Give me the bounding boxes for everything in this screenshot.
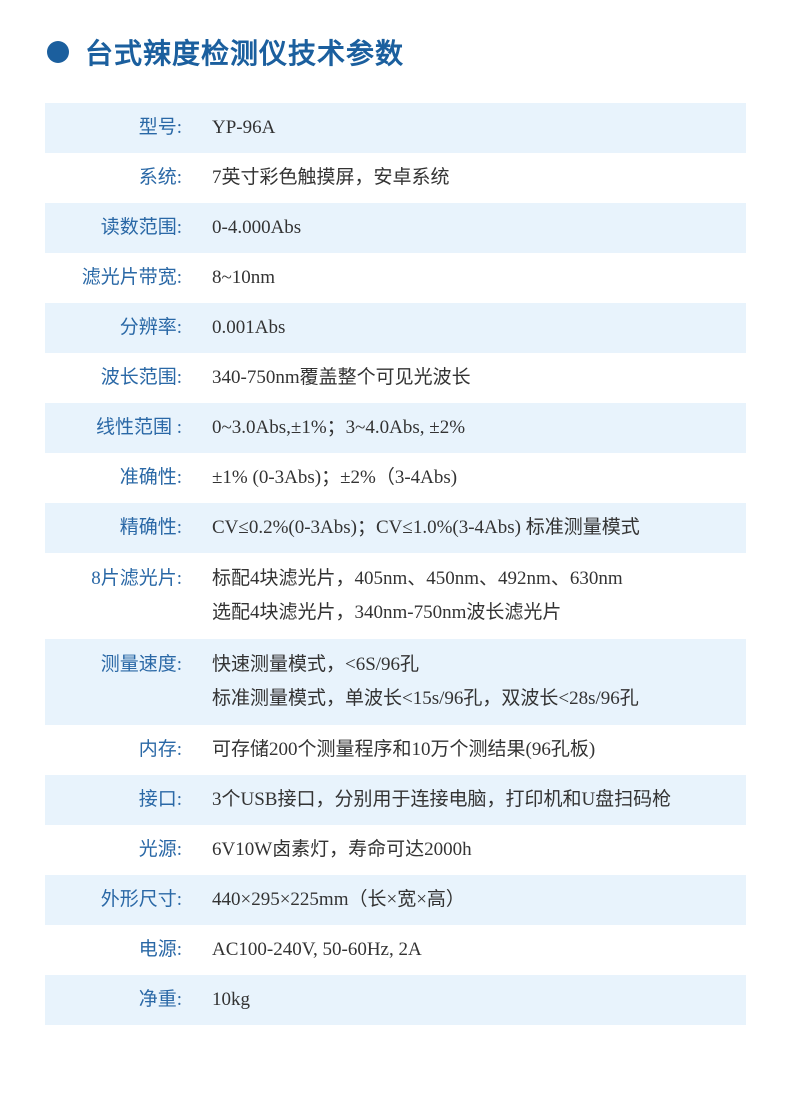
spec-label: 光源: <box>138 839 182 860</box>
spec-row: 精确性: CV≤0.2%(0-3Abs)；CV≤1.0%(3-4Abs) 标准测量… <box>45 503 746 553</box>
spec-value: 6V10W卤素灯，寿命可达2000h <box>212 833 472 867</box>
spec-value-line: 快速测量模式，<6S/96孔 <box>212 654 420 675</box>
spec-label: 滤光片带宽: <box>81 267 182 288</box>
spec-value: 440×295×225mm（长×宽×高） <box>212 883 465 917</box>
spec-row: 光源: 6V10W卤素灯，寿命可达2000h <box>45 825 746 875</box>
spec-value-line: CV≤0.2%(0-3Abs)；CV≤1.0%(3-4Abs) 标准测量模式 <box>212 517 640 538</box>
spec-row: 读数范围: 0-4.000Abs <box>45 203 746 253</box>
spec-value: YP-96A <box>212 111 275 145</box>
spec-value: 3个USB接口，分别用于连接电脑，打印机和U盘扫码枪 <box>212 783 671 817</box>
spec-label: 电源: <box>138 939 182 960</box>
spec-label: 型号: <box>138 117 182 138</box>
spec-value: 0-4.000Abs <box>212 211 301 245</box>
spec-label: 8片滤光片: <box>91 568 182 589</box>
spec-value-line: 3个USB接口，分别用于连接电脑，打印机和U盘扫码枪 <box>212 789 672 810</box>
spec-row: 内存: 可存储200个测量程序和10万个测结果(96孔板) <box>45 725 746 775</box>
spec-value: 标配4块滤光片，405nm、450nm、492nm、630nm 选配4块滤光片，3… <box>212 562 623 630</box>
spec-value: 快速测量模式，<6S/96孔标准测量模式，单波长<15s/96孔，双波长<28s… <box>212 648 639 716</box>
spec-value-line: 7英寸彩色触摸屏，安卓系统 <box>212 167 450 188</box>
spec-value-line: 标配4块滤光片，405nm、450nm、492nm、630nm <box>212 568 623 589</box>
spec-value-line: 0-4.000Abs <box>212 217 302 238</box>
spec-value: 8~10nm <box>212 261 275 295</box>
spec-label: 读数范围: <box>100 217 182 238</box>
spec-row: 分辨率: 0.001Abs <box>45 303 746 353</box>
spec-value-line: AC100-240V, 50-60Hz, 2A <box>212 939 422 960</box>
spec-value-line: YP-96A <box>212 117 276 138</box>
spec-row: 电源: AC100-240V, 50-60Hz, 2A <box>45 925 746 975</box>
spec-value: 340-750nm覆盖整个可见光波长 <box>212 361 471 395</box>
bullet-dot-icon <box>47 41 69 63</box>
spec-label: 分辨率: <box>119 317 182 338</box>
spec-value: 0.001Abs <box>212 311 285 345</box>
page-title: 台式辣度检测仪技术参数 <box>85 39 405 70</box>
spec-value: ±1% (0-3Abs)；±2%（3-4Abs) <box>212 461 457 495</box>
spec-label: 内存: <box>138 739 182 760</box>
spec-row: 净重: 10kg <box>45 975 746 1025</box>
spec-label: 准确性: <box>119 467 182 488</box>
spec-row: 滤光片带宽: 8~10nm <box>45 253 746 303</box>
spec-value: 7英寸彩色触摸屏，安卓系统 <box>212 161 450 195</box>
spec-label: 测量速度: <box>100 654 182 675</box>
spec-row: 测量速度: 快速测量模式，<6S/96孔标准测量模式，单波长<15s/96孔，双波… <box>45 639 746 725</box>
spec-value-line: ±1% (0-3Abs)；±2%（3-4Abs) <box>212 467 458 488</box>
spec-value-line: 10kg <box>212 989 250 1010</box>
spec-value-line: 440×295×225mm（长×宽×高） <box>212 889 465 910</box>
spec-value-line: 0~3.0Abs,±1%；3~4.0Abs, ±2% <box>212 417 466 438</box>
spec-label: 外形尺寸: <box>100 889 182 910</box>
spec-row: 型号: YP-96A <box>45 103 746 153</box>
spec-row: 线性范围 : 0~3.0Abs,±1%；3~4.0Abs, ±2% <box>45 403 746 453</box>
spec-row: 准确性: ±1% (0-3Abs)；±2%（3-4Abs) <box>45 453 746 503</box>
spec-table: 型号: YP-96A 系统: 7英寸彩色触摸屏，安卓系统读数范围: 0-4.000Abs… <box>45 103 746 1025</box>
spec-value-line: 340-750nm覆盖整个可见光波长 <box>212 367 471 388</box>
spec-value: 0~3.0Abs,±1%；3~4.0Abs, ±2% <box>212 411 465 445</box>
spec-value-line: 0.001Abs <box>212 317 286 338</box>
spec-label: 系统: <box>138 167 182 188</box>
spec-value-line: 标准测量模式，单波长<15s/96孔，双波长<28s/96孔 <box>212 688 639 709</box>
spec-value: 10kg <box>212 983 250 1017</box>
spec-label: 净重: <box>138 989 182 1010</box>
spec-value-line: 8~10nm <box>212 267 276 288</box>
spec-value: CV≤0.2%(0-3Abs)；CV≤1.0%(3-4Abs) 标准测量模式 <box>212 511 640 545</box>
spec-label: 接口: <box>138 789 182 810</box>
spec-label: 精确性: <box>119 517 182 538</box>
spec-row: 系统: 7英寸彩色触摸屏，安卓系统 <box>45 153 746 203</box>
spec-row: 外形尺寸: 440×295×225mm（长×宽×高） <box>45 875 746 925</box>
spec-value: 可存储200个测量程序和10万个测结果(96孔板) <box>212 733 595 767</box>
spec-value-line: 选配4块滤光片，340nm-750nm波长滤光片 <box>212 602 562 623</box>
spec-label: 波长范围: <box>100 367 182 388</box>
spec-value: AC100-240V, 50-60Hz, 2A <box>212 933 422 967</box>
spec-row: 8片滤光片: 标配4块滤光片，405nm、450nm、492nm、630nm 选配4… <box>45 553 746 639</box>
spec-row: 接口: 3个USB接口，分别用于连接电脑，打印机和U盘扫码枪 <box>45 775 746 825</box>
spec-value-line: 6V10W卤素灯，寿命可达2000h <box>212 839 472 860</box>
spec-row: 波长范围: 340-750nm覆盖整个可见光波长 <box>45 353 746 403</box>
spec-label: 线性范围 : <box>95 417 182 438</box>
section-title: 台式辣度检测仪技术参数 <box>47 30 404 74</box>
spec-value-line: 可存储200个测量程序和10万个测结果(96孔板) <box>212 739 596 760</box>
